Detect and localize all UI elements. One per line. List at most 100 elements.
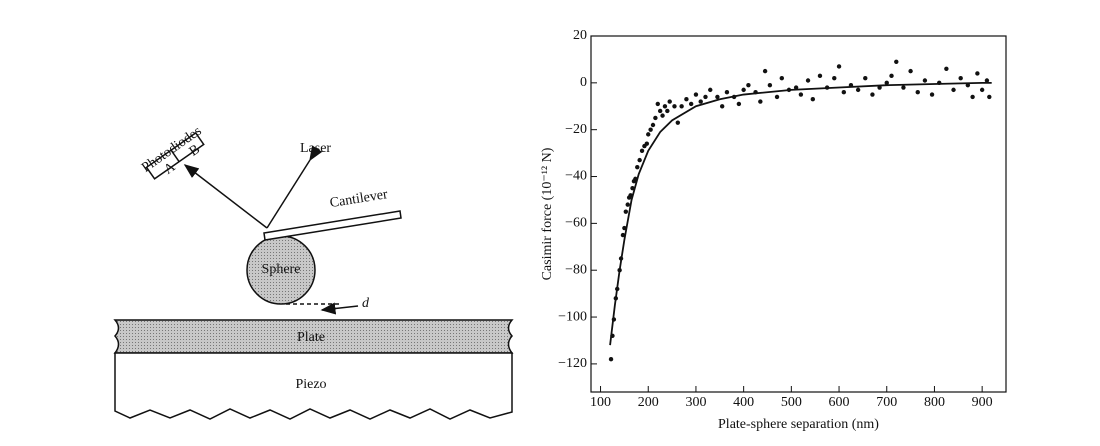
- y-tick-label: 0: [580, 75, 587, 90]
- data-point: [884, 80, 889, 86]
- data-point: [719, 104, 725, 109]
- y-tick-label: −80: [565, 262, 587, 277]
- y-axis-title: Casimir force (10⁻¹² N): [540, 147, 555, 280]
- data-point: [667, 99, 672, 104]
- data-point: [625, 202, 630, 207]
- data-point: [660, 113, 665, 118]
- data-point: [741, 87, 746, 93]
- y-tick-label: −120: [558, 356, 587, 371]
- cantilever-label: Cantilever: [329, 187, 389, 211]
- data-point: [951, 87, 956, 93]
- data-point: [810, 97, 816, 102]
- x-tick-label: 200: [638, 395, 659, 410]
- data-point: [970, 94, 975, 100]
- data-point: [698, 99, 703, 104]
- x-tick-label: 400: [733, 395, 754, 410]
- gap-label: d: [362, 296, 370, 311]
- y-tick-label: −100: [558, 309, 587, 324]
- data-point: [672, 104, 677, 109]
- photodiodes: [145, 131, 205, 180]
- data-point: [736, 101, 742, 107]
- data-point: [767, 82, 773, 88]
- sphere-label: Sphere: [262, 262, 301, 277]
- plot-frame: [590, 35, 1007, 393]
- data-point: [620, 232, 626, 238]
- data-point: [870, 92, 875, 97]
- diagram: [113, 131, 514, 420]
- x-tick-label: 300: [685, 395, 706, 410]
- data-point: [715, 94, 720, 100]
- data-point: [662, 104, 668, 109]
- data-point: [855, 87, 861, 93]
- laser-label: Laser: [300, 141, 331, 156]
- data-point: [635, 164, 640, 170]
- y-tick-label: 20: [573, 28, 587, 43]
- x-tick-label: 100: [590, 395, 611, 410]
- fit-curve: [609, 81, 992, 346]
- data-point: [901, 85, 906, 90]
- data-point: [922, 78, 928, 83]
- data-point: [987, 94, 992, 100]
- data-point: [646, 132, 651, 137]
- data-point: [805, 78, 811, 83]
- data-point: [684, 97, 689, 102]
- data-point: [724, 90, 730, 95]
- data-point: [984, 78, 990, 83]
- cantilever: [263, 210, 402, 241]
- data-point: [758, 99, 763, 104]
- data-point: [655, 101, 660, 107]
- data-point: [817, 73, 823, 79]
- x-tick-label: 500: [781, 395, 802, 410]
- piezo: [114, 352, 513, 420]
- piezo-label: Piezo: [295, 377, 326, 392]
- y-tick-label: −40: [565, 169, 587, 184]
- gap-arrow: [320, 302, 359, 315]
- data-point: [832, 75, 837, 81]
- x-tick-label: 600: [829, 395, 850, 410]
- reflected-beam: [183, 164, 268, 229]
- data-point: [657, 108, 663, 114]
- data-point: [915, 90, 920, 95]
- data-point: [798, 92, 804, 97]
- data-point: [679, 104, 684, 109]
- x-tick-label: 900: [972, 395, 993, 410]
- x-tick-label: 700: [876, 395, 897, 410]
- data-point: [894, 59, 899, 64]
- data-point: [774, 94, 780, 100]
- x-tick-label: 800: [924, 395, 945, 410]
- data-point: [979, 87, 985, 93]
- data-point: [637, 157, 642, 163]
- data-point: [944, 66, 949, 71]
- y-tick-label: −60: [565, 216, 587, 231]
- data-point: [665, 108, 670, 114]
- data-point: [675, 120, 681, 125]
- data-point: [836, 64, 842, 69]
- data-point: [708, 87, 713, 93]
- data-point: [975, 71, 980, 76]
- data-point: [650, 122, 656, 128]
- data-point: [644, 141, 650, 146]
- data-point: [779, 75, 785, 81]
- x-axis-title: Plate-sphere separation (nm): [718, 417, 879, 432]
- data-point: [958, 75, 963, 81]
- data-point: [653, 115, 658, 121]
- data-point: [793, 85, 799, 90]
- laser-beam: [266, 145, 323, 229]
- data-point: [608, 357, 614, 362]
- plate-label: Plate: [297, 330, 325, 345]
- data-point: [889, 73, 894, 79]
- data-point: [929, 92, 935, 97]
- data-point: [703, 94, 708, 100]
- data-point: [908, 68, 913, 74]
- data-point: [693, 92, 699, 97]
- data-point: [648, 127, 653, 132]
- data-point: [841, 90, 847, 95]
- y-tick-label: −20: [565, 122, 587, 137]
- data-point: [746, 82, 751, 88]
- data-point: [762, 68, 768, 74]
- data-point: [688, 101, 694, 107]
- data-point: [863, 75, 868, 81]
- data-point: [639, 148, 645, 153]
- data-point: [623, 209, 629, 214]
